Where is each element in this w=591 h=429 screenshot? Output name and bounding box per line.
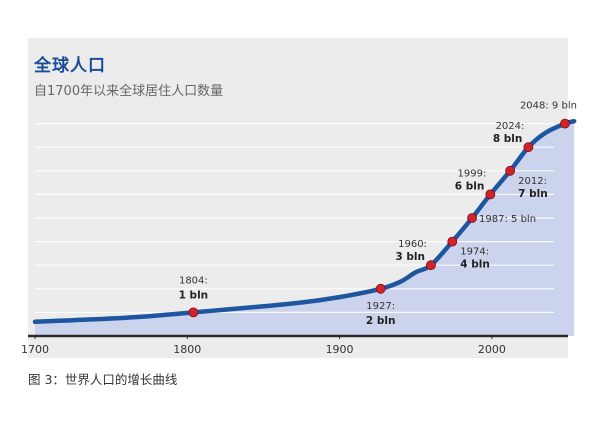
population-line: [32, 118, 577, 325]
milestone-marker: [188, 307, 199, 318]
chart-subtitle: 自1700年以来全球居住人口数量: [34, 84, 224, 99]
figure-caption: 图 3：世界人口的增长曲线: [28, 372, 178, 387]
x-tick-label: 1700: [21, 343, 49, 356]
milestone-value-label: 4 bln: [460, 259, 490, 271]
milestone-year-label: 1999:: [458, 168, 487, 179]
milestone-value-label: 1 bln: [179, 289, 209, 301]
milestone-marker: [467, 213, 477, 223]
milestone-marker: [523, 142, 534, 153]
population-area: [35, 121, 575, 336]
milestone-marker: [375, 283, 386, 294]
milestone-year-label: 2012:: [518, 176, 547, 187]
x-tick-label: 2000: [478, 343, 506, 356]
milestone-value-label: 7 bln: [518, 188, 548, 200]
milestone-year-label: 1927:: [366, 301, 395, 312]
chart-title: 全球人口: [34, 56, 106, 76]
milestone-marker: [560, 118, 570, 129]
milestone-year-label: 1974:: [460, 247, 489, 258]
milestone-marker: [447, 236, 458, 247]
milestone-year-label: 1804:: [179, 275, 208, 286]
milestone-value-label: 2 bln: [366, 315, 396, 327]
milestone-marker: [505, 165, 516, 176]
milestone-value-label: 1987: 5 bln: [479, 214, 536, 225]
x-tick-label: 1900: [326, 343, 354, 356]
milestone-year-label: 1960:: [398, 239, 427, 250]
milestone-value-label: 2048: 9 bln: [520, 101, 577, 112]
milestone-marker: [426, 260, 436, 271]
milestone-value-label: 6 bln: [455, 180, 485, 192]
x-tick-label: 1800: [173, 343, 201, 356]
milestone-value-label: 8 bln: [493, 133, 523, 145]
milestone-year-label: 2024:: [496, 121, 525, 132]
milestone-value-label: 3 bln: [395, 251, 425, 263]
milestone-marker: [485, 189, 496, 200]
